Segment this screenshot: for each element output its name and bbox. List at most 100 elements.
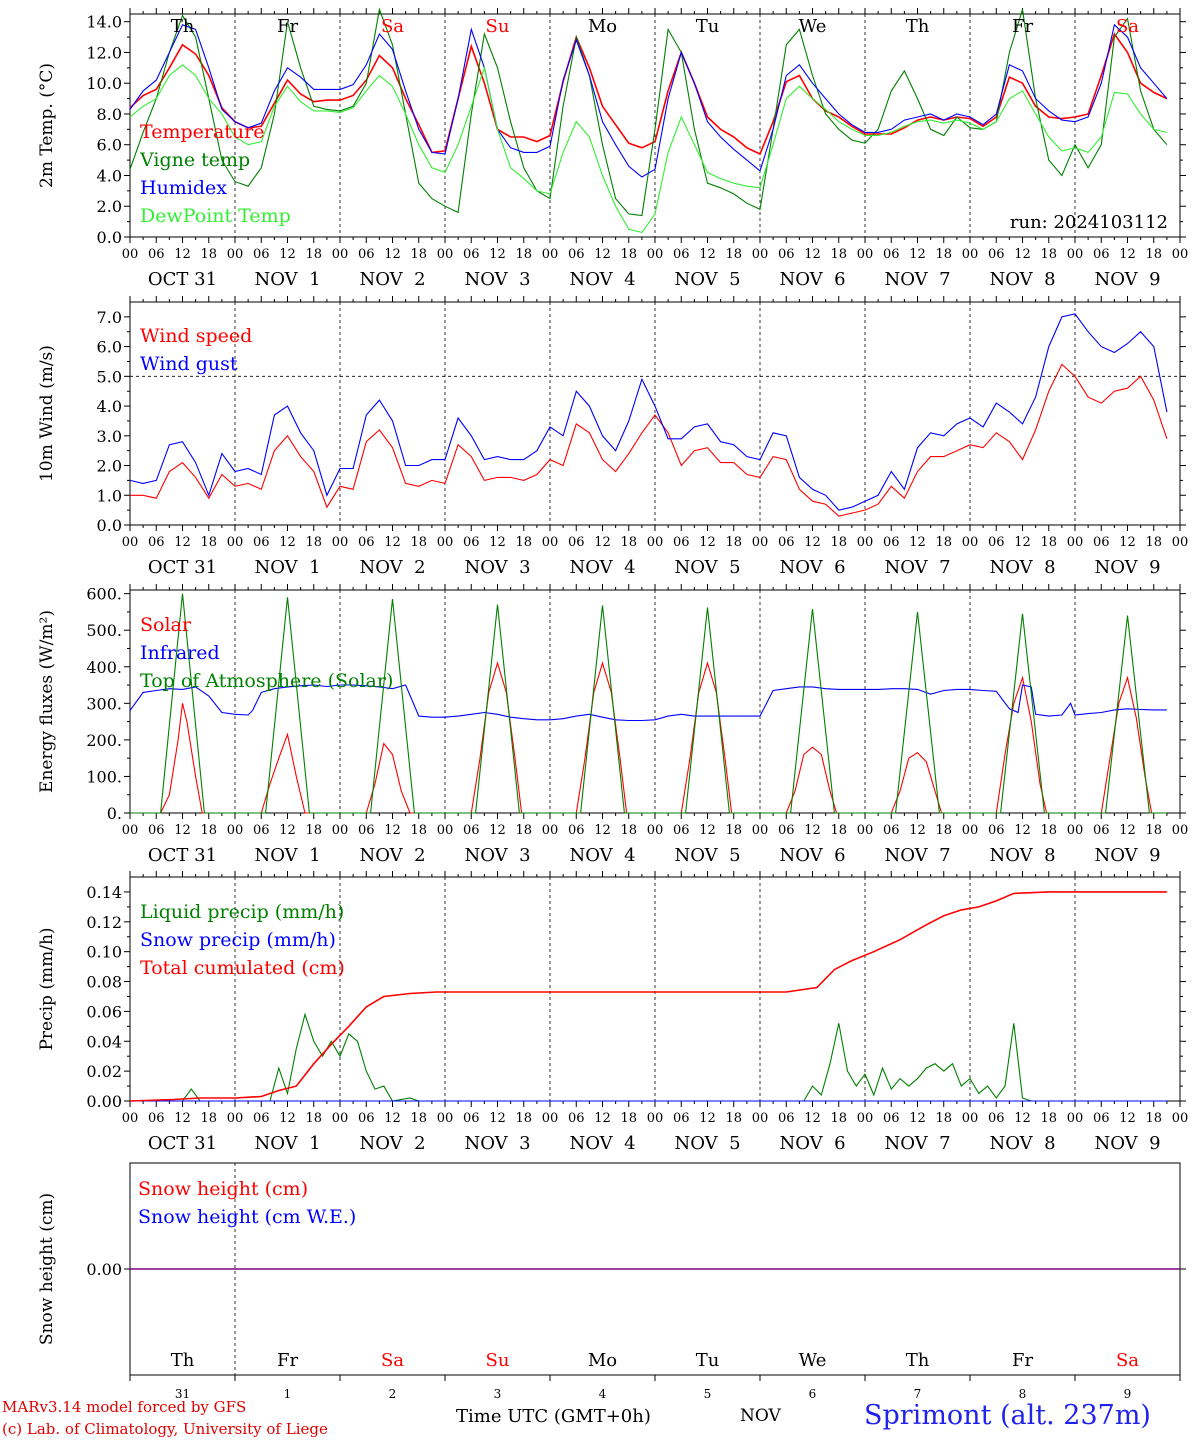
x-date-label: NOV 1 (254, 845, 320, 866)
x-date-label: NOV 9 (1094, 269, 1160, 290)
legend-entry: Solar (140, 614, 192, 636)
x-hour-label: 00 (647, 823, 664, 838)
x-hour-label: 00 (122, 823, 139, 838)
y-tick-label: 0.00 (86, 1260, 122, 1279)
x-hour-label: 06 (148, 247, 165, 262)
x-hour-label: 12 (594, 1111, 611, 1126)
x-hour-label: 06 (988, 535, 1005, 550)
series-line-infrared (129, 684, 1167, 722)
x-hour-label: 12 (699, 535, 716, 550)
x-hour-label: 00 (1067, 535, 1084, 550)
x-hour-label: 18 (725, 247, 742, 262)
x-hour-label: 06 (988, 247, 1005, 262)
x-hour-label: 00 (647, 535, 664, 550)
day-of-week-label: Tu (696, 1350, 720, 1371)
x-date-label: NOV 5 (674, 269, 740, 290)
lab-credit: (c) Lab. of Climatology, University of L… (2, 1420, 328, 1438)
x-hour-label: 12 (909, 823, 926, 838)
x-hour-label: 18 (620, 1111, 637, 1126)
x-hour-label: 12 (1014, 247, 1031, 262)
x-hour-label: 06 (463, 535, 480, 550)
x-hour-label: 00 (332, 247, 349, 262)
x-date-label: NOV 9 (1094, 557, 1160, 578)
x-hour-label: 00 (227, 1111, 244, 1126)
x-hour-label: 12 (279, 535, 296, 550)
day-of-week-label: We (799, 1350, 827, 1371)
x-hour-label: 00 (857, 823, 874, 838)
x-date-label: NOV 2 (359, 1133, 425, 1154)
x-hour-label: 12 (699, 1111, 716, 1126)
y-axis-label: 10m Wind (m/s) (37, 345, 57, 482)
x-hour-label: 06 (568, 823, 585, 838)
x-hour-label: 12 (174, 1111, 191, 1126)
x-hour-label: 12 (1119, 823, 1136, 838)
x-hour-label: 12 (384, 247, 401, 262)
panel-3 (124, 584, 1186, 819)
day-number-label: 9 (1124, 1387, 1132, 1398)
day-of-week-label: Fr (1012, 1350, 1033, 1371)
x-hour-label: 12 (909, 247, 926, 262)
x-date-label: NOV 4 (569, 1133, 635, 1154)
x-hour-label: 06 (1093, 535, 1110, 550)
x-hour-label: 00 (752, 823, 769, 838)
x-hour-label: 06 (1093, 247, 1110, 262)
x-hour-label: 12 (699, 247, 716, 262)
x-hour-label: 00 (1172, 247, 1189, 262)
x-hour-label: 18 (305, 823, 322, 838)
day-of-week-label: Mo (588, 16, 617, 37)
x-hour-label: 00 (437, 823, 454, 838)
x-hour-label: 06 (778, 247, 795, 262)
x-hour-label: 06 (988, 1111, 1005, 1126)
x-hour-label: 18 (1040, 247, 1057, 262)
x-hour-label: 00 (752, 247, 769, 262)
x-hour-label: 00 (962, 535, 979, 550)
month-label: NOV (740, 1406, 781, 1426)
panel-1 (124, 7, 1186, 243)
x-hour-label: 06 (463, 247, 480, 262)
x-hour-label: 06 (988, 823, 1005, 838)
y-tick-label: 0.12 (86, 913, 122, 932)
x-hour-label: 18 (935, 1111, 952, 1126)
x-hour-label: 18 (830, 535, 847, 550)
plot-frame (129, 301, 1181, 526)
x-hour-label: 18 (305, 247, 322, 262)
x-hour-label: 06 (673, 247, 690, 262)
y-tick-label: 0.08 (86, 973, 122, 992)
day-number-label: 31 (175, 1387, 190, 1398)
y-tick-label: 100. (86, 767, 122, 786)
x-hour-label: 18 (620, 535, 637, 550)
x-hour-label: 00 (1172, 535, 1189, 550)
x-hour-label: 00 (1067, 247, 1084, 262)
day-of-week-label: Sa (381, 16, 404, 37)
model-credit: MARv3.14 model forced by GFS (2, 1398, 247, 1416)
series-line-solar (130, 661, 1167, 814)
x-date-label: NOV 8 (989, 557, 1055, 578)
x-hour-label: 18 (1040, 1111, 1057, 1126)
legend-entry: Liquid precip (mm/h) (140, 901, 344, 923)
x-date-label: NOV 7 (884, 557, 950, 578)
x-hour-label: 06 (463, 823, 480, 838)
x-hour-label: 12 (804, 1111, 821, 1126)
x-hour-label: 12 (384, 1111, 401, 1126)
x-hour-label: 18 (935, 535, 952, 550)
x-hour-label: 18 (515, 1111, 532, 1126)
x-hour-label: 06 (148, 1111, 165, 1126)
legend-entry: Snow height (cm W.E.) (138, 1206, 356, 1228)
series-line-top-of-atmosphere-solar- (130, 593, 1167, 814)
x-hour-label: 00 (122, 247, 139, 262)
day-of-week-label: Fr (277, 16, 298, 37)
day-of-week-label: Fr (277, 1350, 298, 1371)
series-line-wind-speed (130, 363, 1168, 517)
x-hour-label: 12 (804, 247, 821, 262)
x-date-label: NOV 2 (359, 557, 425, 578)
x-hour-label: 06 (1093, 1111, 1110, 1126)
y-axis-label: Energy fluxes (W/m²) (37, 610, 57, 793)
panel-2 (124, 296, 1186, 531)
x-hour-label: 00 (122, 535, 139, 550)
day-of-week-label: Sa (1116, 16, 1139, 37)
x-hour-label: 12 (594, 823, 611, 838)
x-hour-label: 06 (883, 247, 900, 262)
panel-5 (124, 1162, 1186, 1381)
x-hour-label: 00 (857, 247, 874, 262)
x-hour-label: 00 (1172, 1111, 1189, 1126)
